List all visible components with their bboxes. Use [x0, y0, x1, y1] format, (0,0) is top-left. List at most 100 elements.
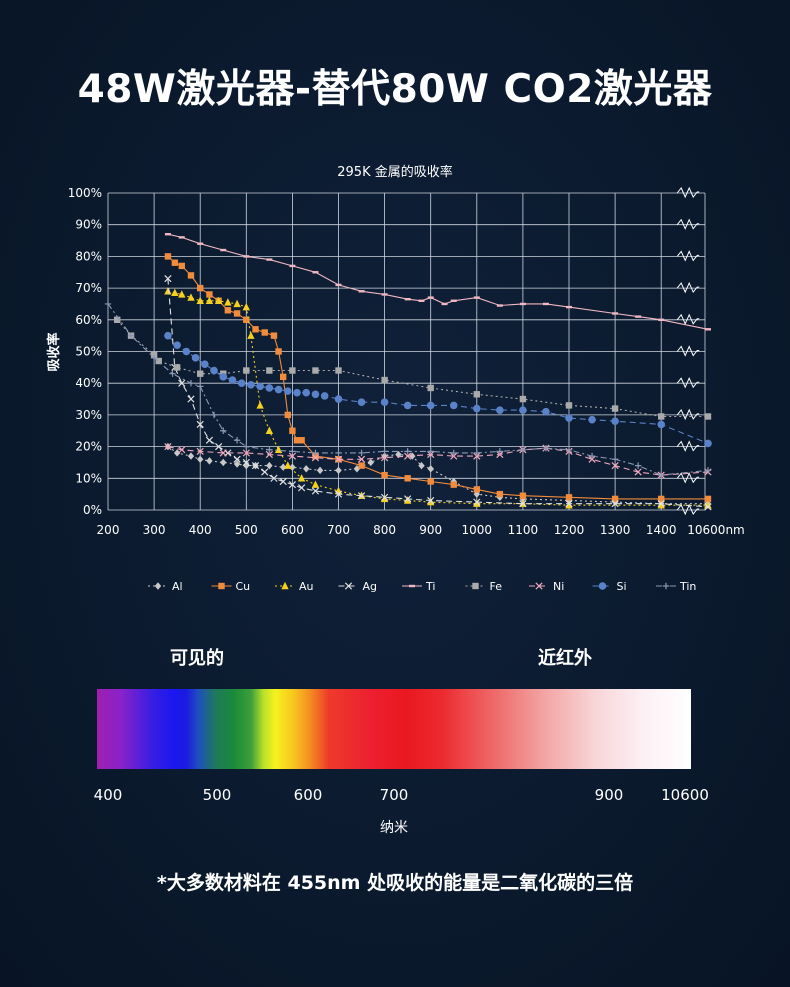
- data-point-tin: [519, 446, 527, 453]
- legend-label: Tin: [679, 580, 696, 593]
- data-point-si: [237, 379, 246, 388]
- data-point-fe: [173, 364, 181, 371]
- x-tick-label: 800: [373, 523, 396, 537]
- data-point-ti: [197, 242, 204, 245]
- data-point-tin: [404, 448, 411, 455]
- data-point-ti: [635, 315, 642, 318]
- data-point-tin: [427, 448, 434, 455]
- data-point-al: [220, 458, 227, 467]
- data-point-au: [214, 296, 223, 304]
- data-point-fe: [381, 376, 388, 384]
- data-point-si: [588, 415, 596, 424]
- data-point-ag: [519, 500, 527, 508]
- x-tick-label: 1400: [646, 523, 677, 537]
- data-point-si: [311, 390, 320, 399]
- data-point-si: [380, 398, 389, 407]
- y-tick-label: 100%: [68, 186, 102, 200]
- data-point-si: [274, 385, 283, 394]
- data-point-au: [242, 302, 250, 311]
- data-point-fe: [704, 413, 712, 420]
- data-point-ti: [266, 258, 273, 261]
- data-point-cu: [178, 262, 185, 270]
- spectrum-tick: 600: [293, 786, 323, 804]
- legend-marker: [281, 581, 289, 590]
- data-point-ti: [289, 264, 296, 268]
- data-point-al: [367, 458, 374, 467]
- y-tick-label: 90%: [75, 218, 102, 232]
- data-point-si: [357, 398, 366, 407]
- data-point-cu: [270, 332, 278, 339]
- data-point-ti: [473, 296, 480, 299]
- data-point-tin: [496, 448, 504, 455]
- data-point-ni: [634, 468, 642, 476]
- data-point-si: [403, 401, 412, 410]
- spectrum-tick: 400: [93, 786, 123, 804]
- data-point-cu: [704, 495, 712, 503]
- axis-break-mark: [676, 472, 700, 484]
- data-point-si: [334, 395, 343, 403]
- data-point-ag: [251, 461, 260, 470]
- data-point-au: [171, 288, 179, 297]
- data-point-cu: [171, 259, 179, 266]
- data-point-tin: [197, 383, 204, 390]
- data-point-cu: [243, 316, 250, 323]
- data-point-si: [320, 392, 329, 400]
- data-point-fe: [335, 367, 342, 374]
- data-point-ti: [450, 299, 457, 302]
- axis-break-mark: [676, 313, 700, 326]
- data-point-si: [256, 382, 264, 391]
- series-line-fe: [116, 319, 708, 418]
- legend-label: Ti: [425, 580, 435, 593]
- data-point-al: [316, 466, 324, 475]
- data-point-ni: [380, 454, 389, 462]
- data-point-au: [233, 299, 241, 308]
- y-tick-label: 20%: [75, 440, 102, 454]
- y-tick-label: 0%: [83, 503, 102, 517]
- data-point-si: [657, 420, 665, 429]
- data-point-si: [302, 388, 311, 397]
- data-point-al: [173, 449, 181, 457]
- spectrum-tick: 900: [594, 786, 624, 804]
- data-point-ti: [705, 328, 711, 331]
- data-point-tin: [335, 449, 342, 457]
- legend-label: Cu: [236, 580, 251, 593]
- data-point-cu: [284, 411, 291, 419]
- data-point-ti: [178, 236, 185, 239]
- data-point-ag: [334, 490, 343, 498]
- x-tick-label: 200: [97, 523, 120, 537]
- x-tick-label: 700: [327, 523, 350, 537]
- data-point-tin: [658, 471, 665, 479]
- data-point-cu: [565, 494, 573, 501]
- legend-marker: [344, 582, 353, 590]
- data-point-cu: [519, 492, 527, 499]
- data-point-cu: [279, 373, 287, 381]
- data-point-cu: [275, 348, 282, 355]
- data-point-al: [335, 466, 342, 475]
- data-point-ag: [233, 455, 241, 463]
- data-point-ag: [270, 474, 278, 482]
- data-point-ag: [261, 468, 269, 476]
- x-tick-label: 1200: [554, 523, 585, 537]
- data-point-ti: [164, 233, 171, 236]
- data-point-au: [196, 296, 204, 304]
- data-point-au: [224, 298, 232, 306]
- data-point-ni: [265, 450, 273, 459]
- series-line-ni: [167, 446, 709, 476]
- x-tick-label: 1100: [508, 523, 539, 537]
- data-point-au: [297, 474, 306, 482]
- data-point-ag: [288, 481, 297, 489]
- data-point-ag: [215, 442, 223, 451]
- legend-marker: [598, 582, 607, 590]
- x-tick-label: 300: [143, 523, 166, 537]
- x-tick-label: 1300: [600, 523, 631, 537]
- data-point-au: [274, 445, 283, 453]
- data-point-tin: [220, 427, 227, 434]
- data-point-ag: [657, 500, 665, 508]
- data-point-au: [380, 494, 389, 503]
- series-line-au: [167, 290, 708, 506]
- data-point-al: [418, 461, 425, 470]
- y-axis-label: 吸收率: [46, 332, 62, 371]
- data-point-tin: [542, 444, 550, 452]
- data-point-si: [191, 354, 200, 362]
